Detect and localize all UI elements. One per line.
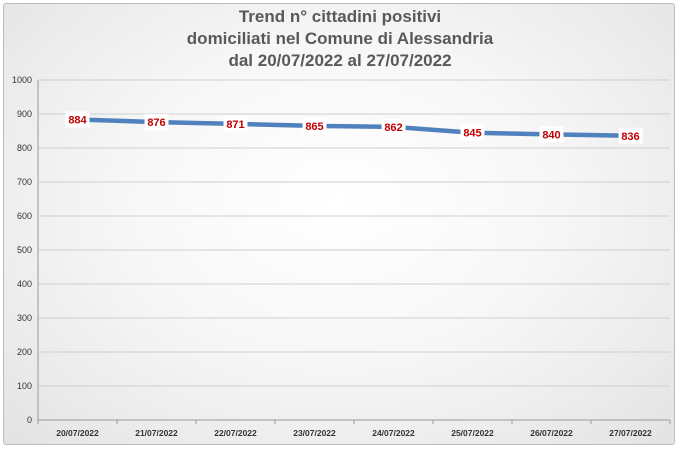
x-tick-label: 21/07/2022 (135, 428, 178, 438)
data-label: 862 (381, 118, 406, 135)
data-label: 836 (618, 127, 643, 144)
x-tick-label: 26/07/2022 (530, 428, 573, 438)
data-label-text: 836 (621, 131, 639, 143)
data-label-box (302, 117, 327, 134)
y-tick-label: 1000 (12, 75, 32, 85)
x-tick-label: 27/07/2022 (609, 428, 652, 438)
data-label-text: 876 (147, 117, 165, 129)
x-tick-label: 23/07/2022 (293, 428, 336, 438)
data-label: 876 (144, 114, 169, 131)
data-label: 840 (539, 126, 564, 143)
x-tick-label: 22/07/2022 (214, 428, 257, 438)
series-line (75, 117, 633, 139)
data-label: 871 (223, 115, 248, 132)
y-tick-label: 900 (17, 109, 32, 119)
data-label-text: 862 (384, 122, 402, 134)
chart-title-line-2: domiciliati nel Comune di Alessandria (186, 29, 494, 48)
y-tick-label: 600 (17, 211, 32, 221)
data-label-box (223, 115, 248, 132)
chart-title-line-3: dal 20/07/2022 al 27/07/2022 (228, 51, 452, 70)
y-tick-label: 100 (17, 381, 32, 391)
y-tick-label: 400 (17, 279, 32, 289)
data-label-text: 845 (463, 128, 481, 140)
x-tick-label: 20/07/2022 (56, 428, 99, 438)
chart-frame (3, 3, 675, 445)
data-label-box (381, 118, 406, 135)
data-label-text: 840 (542, 129, 560, 141)
data-label: 884 (65, 111, 90, 128)
x-tick-label: 24/07/2022 (372, 428, 415, 438)
chart-title: Trend n° cittadini positivi domiciliati … (0, 6, 680, 72)
y-tick-label: 700 (17, 177, 32, 187)
data-label-text: 865 (305, 121, 323, 133)
y-tick-label: 200 (17, 347, 32, 357)
chart-title-line-1: Trend n° cittadini positivi (238, 7, 442, 26)
data-label-text: 884 (68, 114, 87, 126)
x-tick-label: 25/07/2022 (451, 428, 494, 438)
data-label-box (460, 124, 485, 141)
data-label: 845 (460, 124, 485, 141)
data-label-text: 871 (226, 119, 244, 131)
data-label-box (618, 127, 643, 144)
data-label-box (144, 114, 169, 131)
y-tick-label: 800 (17, 143, 32, 153)
data-label-box (65, 111, 90, 128)
y-tick-label: 300 (17, 313, 32, 323)
y-tick-label: 500 (17, 245, 32, 255)
y-tick-label: 0 (27, 415, 32, 425)
data-label: 865 (302, 117, 327, 134)
data-label-box (539, 126, 564, 143)
